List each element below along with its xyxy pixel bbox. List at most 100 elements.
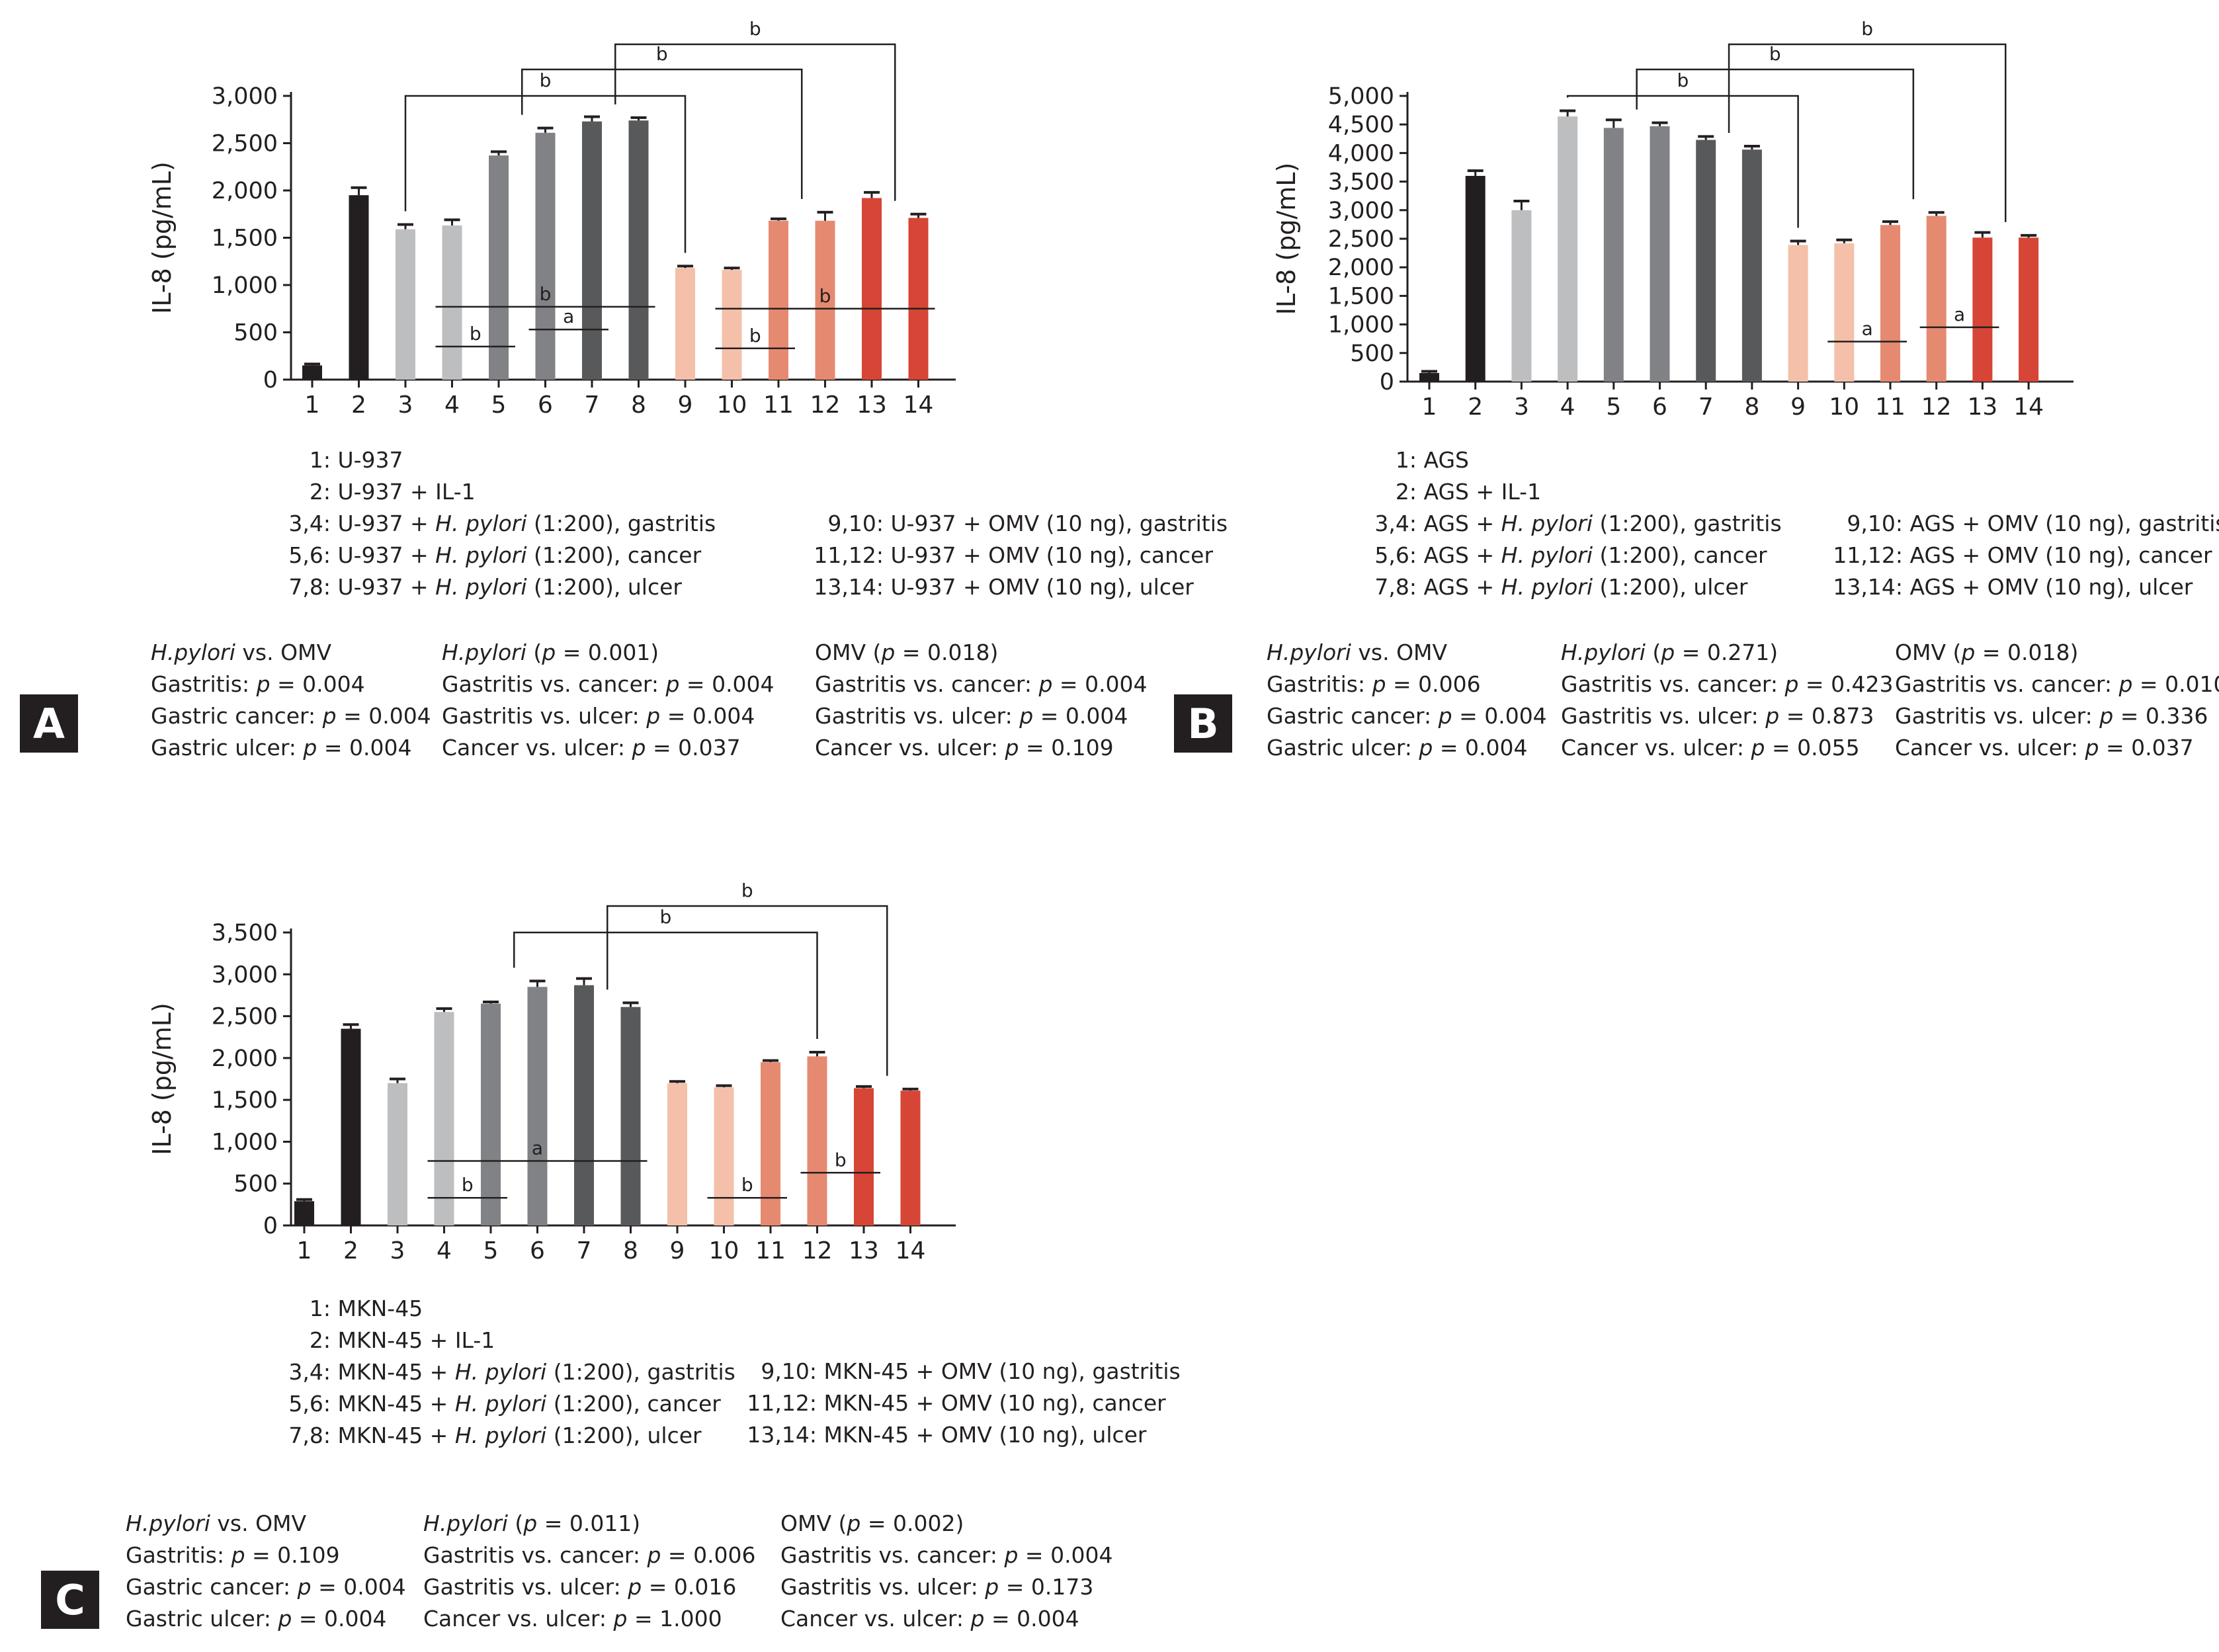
panel-label-a: A (20, 694, 78, 753)
y-tick-label: 500 (233, 320, 278, 347)
legend-right-a: 9,10: U-937 + OMV (10 ng), gastritis 11,1… (728, 508, 1228, 603)
y-tick-label: 2,500 (212, 131, 278, 157)
stats-row: Gastric cancer: p = 0.004 (126, 1574, 406, 1600)
stats-row: H.pylori vs. OMV (126, 1510, 307, 1536)
x-tick-label: 4 (1560, 393, 1575, 421)
stats-row: OMV (p = 0.018) (1895, 640, 2079, 665)
bar (908, 218, 929, 380)
significance-label: b (470, 323, 481, 345)
x-tick-label: 6 (530, 1237, 545, 1264)
bar (862, 198, 882, 380)
stats-row: Gastritis vs. ulcer: p = 0.873 (1561, 703, 1874, 729)
bar (489, 155, 509, 380)
stats-row: Gastritis vs. cancer: p = 0.010 (1895, 671, 2219, 697)
bar (481, 1003, 501, 1225)
stats-row: H.pylori vs. OMV (1267, 640, 1448, 665)
stats-row: Gastritis vs. ulcer: p = 0.004 (815, 703, 1128, 729)
x-tick-label: 2 (343, 1237, 358, 1264)
y-tick-label: 2,000 (212, 1046, 278, 1072)
bar (714, 1087, 734, 1225)
x-tick-label: 3 (390, 1237, 405, 1264)
bar (628, 120, 649, 380)
bar (769, 220, 788, 380)
x-tick-label: 5 (483, 1237, 499, 1264)
x-tick-label: 9 (678, 392, 693, 419)
bar (1650, 126, 1670, 382)
stats-row: H.pylori (p = 0.001) (442, 640, 659, 665)
bracket-label: b (1769, 43, 1781, 65)
stats-row: Cancer vs. ulcer: p = 0.037 (442, 735, 741, 761)
stats-column: OMV (p = 0.018) Gastritis vs. cancer: p =… (1895, 637, 2219, 764)
y-tick-label: 4,500 (1328, 112, 1394, 138)
legend-row: 9,10: MKN-45 + OMV (10 ng), gastritis (761, 1358, 1181, 1384)
bar (675, 268, 695, 380)
x-tick-label: 11 (755, 1237, 786, 1264)
stats-row: H.pylori (p = 0.011) (423, 1510, 641, 1536)
legend-row: 1: U-937 (309, 447, 403, 473)
legend-row: 3,4: AGS + H. pylori (1:200), gastritis (1374, 511, 1782, 536)
significance-label: b (741, 1174, 753, 1196)
x-tick-label: 14 (2013, 393, 2044, 421)
chart-panel-c: 0 500 1,000 1,500 2,000 2,500 3,000 3,500 IL-8 (… (147, 880, 956, 1264)
bar (1511, 210, 1532, 382)
legend-left-b: 1: AGS 2: AGS + IL-1 3,4: AGS + H. pylori … (1311, 444, 1782, 603)
significance-label: b (540, 283, 552, 305)
x-tick-label: 13 (849, 1237, 879, 1264)
y-tick-label: 3,000 (1328, 198, 1394, 224)
x-tick-label: 14 (896, 1237, 926, 1264)
y-tick-label: 2,000 (212, 178, 278, 204)
stats-column: H.pylori (p = 0.271) Gastritis vs. cancer… (1561, 637, 1894, 764)
bar (667, 1083, 687, 1225)
significance-bracket (614, 43, 896, 201)
stats-row: H.pylori vs. OMV (151, 640, 332, 665)
significance-label: b (462, 1174, 474, 1196)
x-tick-label: 4 (444, 392, 460, 419)
legend-row: 5,6: AGS + H. pylori (1:200), cancer (1374, 542, 1767, 568)
bar (294, 1201, 314, 1225)
x-tick-label: 9 (670, 1237, 685, 1264)
bracket-label: b (1861, 18, 1873, 40)
x-tick-label: 12 (802, 1237, 833, 1264)
x-tick-label: 9 (1790, 393, 1806, 421)
y-axis-label: IL-8 (pg/mL) (1272, 163, 1301, 315)
legend-row: 13,14: MKN-45 + OMV (10 ng), ulcer (747, 1422, 1147, 1448)
x-tick-label: 1 (1422, 393, 1437, 421)
y-tick-label: 3,000 (212, 962, 278, 988)
bar (1834, 243, 1855, 382)
stats-row: Gastritis vs. ulcer: p = 0.004 (442, 703, 755, 729)
bar (620, 1007, 641, 1225)
bar (1558, 116, 1578, 382)
bar (302, 365, 322, 380)
bar (1465, 175, 1486, 382)
stats-column: H.pylori vs. OMV Gastritis: p = 0.109 Gast… (126, 1508, 406, 1635)
bar (761, 1062, 780, 1225)
bar (1880, 225, 1900, 382)
bracket-label: b (656, 43, 668, 65)
bar (900, 1091, 921, 1225)
stats-row: Gastritis: p = 0.006 (1267, 671, 1481, 697)
chart-panel-a: 0 500 1,000 1,500 2,000 2,500 3,000 IL-8 (pg/mL… (147, 18, 956, 419)
x-tick-label: 13 (857, 392, 887, 419)
stats-row: Gastric cancer: p = 0.004 (1267, 703, 1547, 729)
x-tick-label: 2 (351, 392, 366, 419)
stats-row: Gastric ulcer: p = 0.004 (151, 735, 412, 761)
stats-row: Cancer vs. ulcer: p = 1.000 (423, 1606, 722, 1631)
legend-row: 3,4: MKN-45 + H. pylori (1:200), gastrit… (288, 1359, 735, 1385)
significance-label: b (749, 325, 761, 347)
x-tick-label: 10 (1829, 393, 1859, 421)
x-tick-label: 4 (437, 1237, 452, 1264)
legend-row: 2: U-937 + IL-1 (309, 479, 476, 505)
stats-column: H.pylori vs. OMV Gastritis: p = 0.006 Gast… (1267, 637, 1547, 764)
x-tick-label: 1 (297, 1237, 312, 1264)
significance-bracket (404, 95, 687, 253)
chart-panel-b: 05001,0001,5002,0002,5003,0003,5004,0004… (1272, 18, 2073, 421)
stats-row: H.pylori (p = 0.271) (1561, 640, 1779, 665)
bar (1926, 216, 1947, 382)
legend-row: 13,14: U-937 + OMV (10 ng), ulcer (814, 574, 1194, 600)
bar (1741, 149, 1762, 382)
stats-row: Gastric cancer: p = 0.004 (151, 703, 431, 729)
panel-label-c: C (41, 1571, 99, 1629)
bar (442, 225, 462, 380)
legend-row: 2: MKN-45 + IL-1 (309, 1327, 495, 1353)
significance-bracket (521, 68, 803, 199)
